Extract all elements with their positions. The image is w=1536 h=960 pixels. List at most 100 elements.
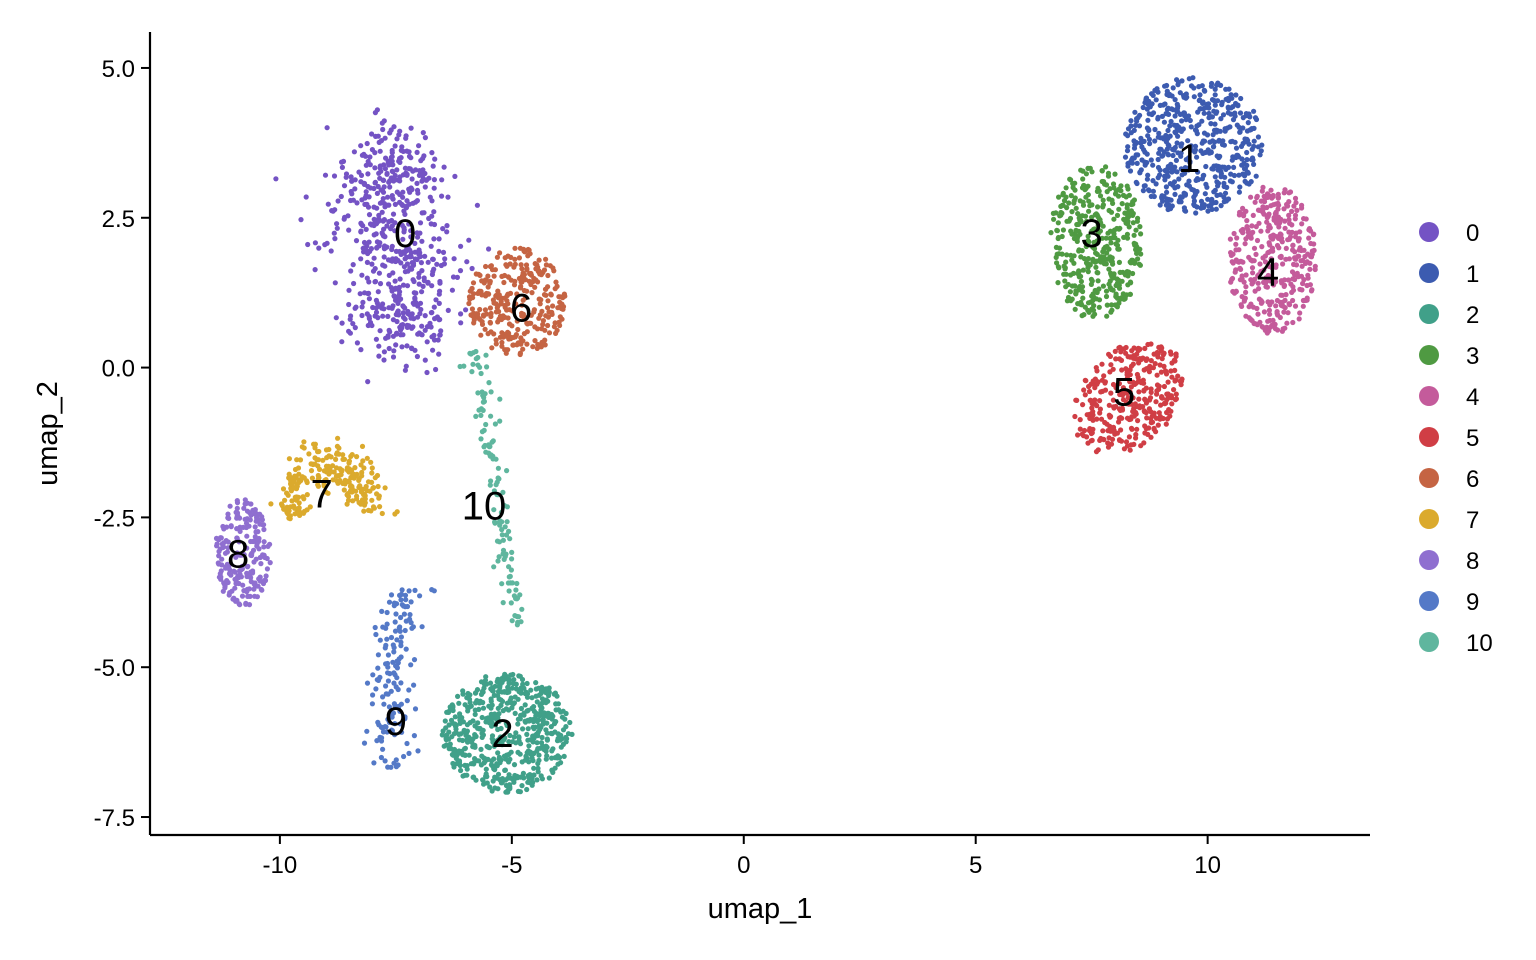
- data-point: [393, 331, 399, 337]
- data-point: [469, 306, 475, 312]
- data-point: [363, 189, 369, 195]
- data-point: [443, 737, 449, 743]
- data-point: [416, 281, 422, 287]
- data-point: [397, 178, 403, 184]
- data-point: [1122, 154, 1129, 160]
- data-point: [1231, 164, 1237, 170]
- data-point: [390, 710, 397, 716]
- data-point: [476, 706, 482, 713]
- data-point: [392, 172, 398, 179]
- data-point: [455, 693, 461, 700]
- data-point: [410, 168, 416, 174]
- data-point: [528, 751, 534, 757]
- data-point: [1094, 416, 1100, 422]
- data-point: [1140, 404, 1146, 410]
- data-point: [369, 465, 375, 471]
- data-point: [315, 482, 321, 488]
- data-point: [249, 552, 255, 559]
- data-point: [382, 645, 388, 651]
- data-point: [1145, 101, 1151, 107]
- data-point: [542, 327, 548, 333]
- data-point: [1236, 172, 1242, 178]
- data-point: [1209, 114, 1215, 120]
- data-point: [246, 602, 253, 608]
- data-point: [493, 341, 499, 347]
- data-point: [261, 544, 267, 550]
- data-point: [495, 492, 501, 498]
- data-point: [473, 413, 479, 419]
- data-point: [450, 274, 457, 280]
- data-point: [1090, 313, 1096, 319]
- data-point: [546, 714, 552, 721]
- data-point: [338, 193, 344, 200]
- data-point: [1093, 264, 1099, 270]
- data-point: [1211, 144, 1217, 150]
- data-point: [397, 708, 403, 714]
- data-point: [1109, 197, 1115, 203]
- data-point: [364, 455, 370, 461]
- data-point: [301, 445, 307, 451]
- data-point: [415, 234, 421, 240]
- data-point: [525, 717, 531, 723]
- y-tick-label: 5.0: [102, 56, 135, 83]
- data-point: [345, 491, 351, 497]
- data-point: [1173, 130, 1179, 136]
- data-point: [1251, 125, 1257, 131]
- data-point: [416, 168, 423, 174]
- data-point: [1059, 233, 1065, 240]
- legend-swatch: [1419, 222, 1439, 242]
- data-point: [1192, 190, 1199, 196]
- data-point: [376, 343, 382, 349]
- data-point: [1128, 425, 1135, 431]
- data-point: [1222, 190, 1229, 196]
- data-point: [380, 196, 386, 202]
- data-point: [1278, 302, 1284, 308]
- data-point: [518, 279, 524, 285]
- data-point: [1310, 232, 1316, 238]
- data-point: [520, 338, 526, 344]
- data-point: [391, 649, 397, 655]
- data-point: [228, 572, 234, 578]
- data-point: [464, 763, 470, 769]
- data-point: [346, 479, 352, 485]
- data-point: [1135, 215, 1141, 221]
- data-point: [375, 665, 381, 671]
- data-point: [1117, 407, 1123, 413]
- data-point: [1179, 172, 1185, 178]
- data-point: [495, 465, 501, 471]
- data-point: [1108, 240, 1114, 246]
- data-point: [1121, 390, 1127, 396]
- data-point: [300, 494, 306, 500]
- data-point: [446, 729, 452, 735]
- data-point: [372, 165, 378, 171]
- data-point: [1146, 188, 1152, 194]
- data-point: [397, 721, 403, 727]
- data-point: [550, 303, 556, 309]
- data-point: [1217, 192, 1223, 198]
- data-point: [1147, 395, 1154, 401]
- data-point: [493, 301, 499, 307]
- data-point: [523, 315, 530, 321]
- data-point: [1139, 157, 1145, 163]
- data-point: [377, 200, 383, 206]
- data-point: [1068, 193, 1074, 199]
- data-point: [1286, 199, 1292, 205]
- data-point: [392, 278, 398, 284]
- data-point: [1248, 277, 1254, 283]
- data-point: [503, 262, 509, 268]
- data-point: [251, 586, 257, 592]
- data-point: [1275, 195, 1281, 201]
- data-point: [1279, 328, 1285, 334]
- data-point: [479, 714, 485, 721]
- data-point: [1281, 206, 1287, 212]
- data-point: [1163, 421, 1169, 427]
- data-point: [1152, 361, 1158, 367]
- data-point: [1174, 140, 1180, 146]
- data-point: [1083, 171, 1089, 177]
- data-point: [502, 255, 508, 261]
- data-point: [1103, 235, 1109, 241]
- legend-swatch: [1419, 550, 1439, 570]
- data-point: [247, 517, 253, 523]
- data-point: [505, 775, 511, 781]
